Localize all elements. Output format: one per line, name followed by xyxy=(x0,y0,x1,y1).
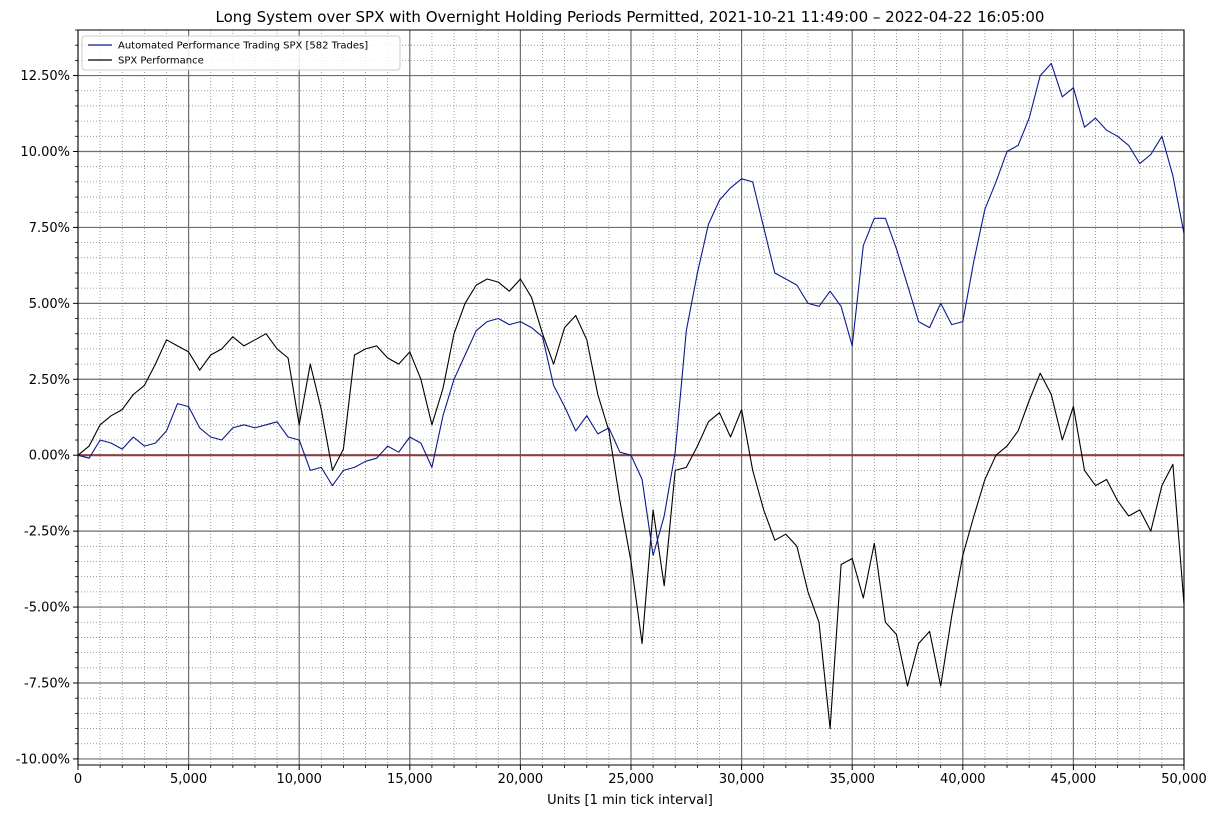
x-tick-label: 50,000 xyxy=(1161,772,1207,787)
y-tick-label: 5.00% xyxy=(29,297,70,312)
series-line-spx xyxy=(77,278,1185,730)
y-tick-label: 2.50% xyxy=(29,373,70,388)
y-tick-label: 0.00% xyxy=(29,449,70,464)
y-tick-label: -10.00% xyxy=(16,752,70,767)
y-tick-label: 12.50% xyxy=(20,69,70,84)
y-tick-label: -2.50% xyxy=(24,525,70,540)
y-tick-label: -7.50% xyxy=(24,676,70,691)
x-tick-label: 20,000 xyxy=(498,772,544,787)
x-tick-label: 10,000 xyxy=(276,772,322,787)
series-line-automated xyxy=(77,62,1185,556)
y-axis: -10.00% -7.50% -5.00% -2.50% 0.00% 2.50% 5.00%… xyxy=(16,29,78,767)
legend: Automated Performance Trading SPX [582 T… xyxy=(81,35,401,71)
legend-label-spx: SPX Performance xyxy=(118,56,204,67)
x-tick-label: 45,000 xyxy=(1051,772,1097,787)
y-tick-label: 10.00% xyxy=(20,145,70,160)
legend-label-automated: Automated Performance Trading SPX [582 T… xyxy=(118,41,368,52)
y-tick-label: 7.50% xyxy=(29,221,70,236)
series-layer xyxy=(77,62,1185,730)
legend-box xyxy=(81,35,401,71)
y-tick-label: -5.00% xyxy=(24,601,70,616)
chart-title: Long System over SPX with Overnight Hold… xyxy=(216,8,1045,26)
major-grid xyxy=(77,30,1185,765)
x-tick-label: 25,000 xyxy=(608,772,654,787)
x-axis: 0 5,000 10,000 15,000 20,000 25,000 30,000 35,0… xyxy=(74,765,1207,787)
x-tick-label: 0 xyxy=(74,772,82,787)
x-tick-label: 30,000 xyxy=(719,772,765,787)
x-tick-label: 5,000 xyxy=(170,772,207,787)
x-tick-label: 35,000 xyxy=(829,772,875,787)
x-axis-label: Units [1 min tick interval] xyxy=(547,793,713,808)
x-tick-label: 40,000 xyxy=(940,772,986,787)
x-tick-label: 15,000 xyxy=(387,772,433,787)
